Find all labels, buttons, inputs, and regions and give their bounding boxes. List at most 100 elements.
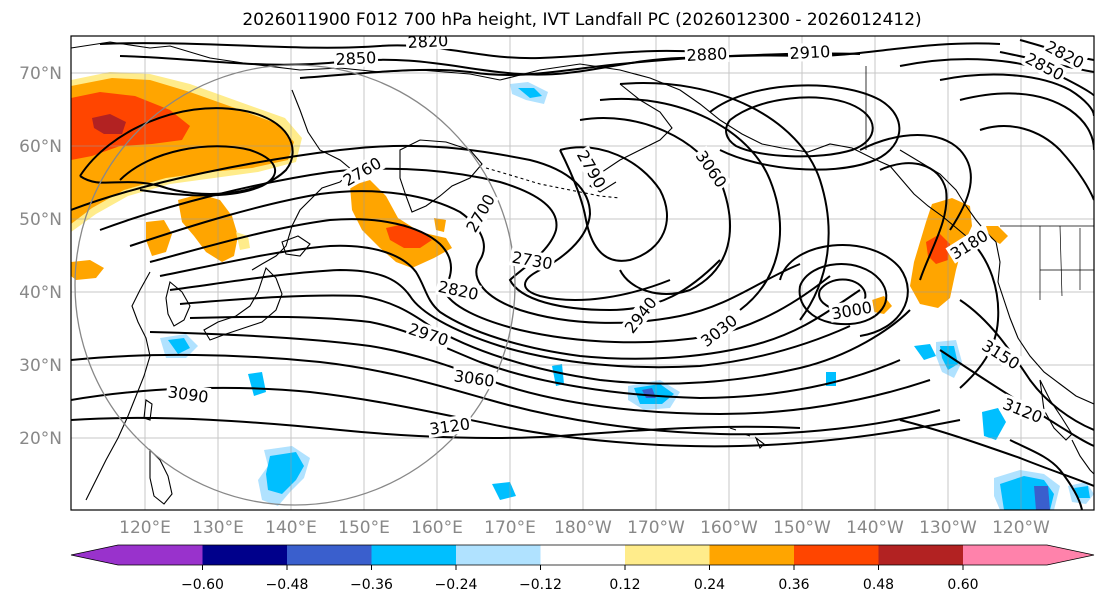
colorbar-segment [371, 545, 456, 565]
colorbar-tick-label: −0.36 [350, 577, 393, 593]
lat-label: 70°N [19, 64, 62, 84]
ivt-area-subtropical [872, 296, 892, 314]
lon-label: 130°E [192, 518, 244, 538]
colorbar-segment [709, 545, 794, 565]
height-contour [129, 190, 801, 324]
coastline-kamchatka [399, 139, 483, 213]
map-frame [70, 35, 1095, 511]
height-contour [959, 92, 1094, 151]
height-contour [559, 146, 668, 262]
ivt-area-landfall [926, 234, 950, 264]
lon-label: 180°W [554, 518, 612, 538]
height-contour [149, 331, 931, 416]
map-panel: 2820 2850 2880 2910 2820 2850 2760 2700 … [70, 31, 1095, 511]
colorbar-segment [456, 545, 541, 565]
lon-label: 170°W [627, 518, 685, 538]
colorbar-tick-label: −0.12 [519, 577, 562, 593]
colorbar-tick-label: 0.12 [609, 577, 640, 593]
ivt-area-kuril [386, 224, 432, 248]
ivt-area-okhotsk [178, 194, 238, 262]
ivt-area-negative [982, 408, 1006, 440]
colorbar-extend-high [1047, 545, 1094, 565]
lon-label: 140°W [846, 518, 904, 538]
height-contour [779, 244, 909, 337]
ivt-area-negative [266, 452, 304, 494]
colorbar: −0.60 −0.48 −0.36 −0.24 −0.12 0.12 0.24 … [70, 544, 1095, 593]
colorbar-outline [70, 544, 1095, 566]
height-contour [879, 162, 948, 281]
height-contour [979, 125, 1094, 201]
coastline-korea [165, 281, 191, 327]
colorbar-segment [202, 545, 287, 565]
colorbar-segment [287, 545, 372, 565]
colorbar-tick-label: 0.48 [863, 577, 894, 593]
height-contour [79, 107, 294, 195]
lat-label: 50°N [19, 210, 62, 230]
ivt-area-negative [552, 364, 564, 386]
ivt-area-negative [1034, 486, 1050, 510]
height-contour [159, 244, 861, 360]
lon-label: 140°E [265, 518, 317, 538]
lon-label: 130°W [919, 518, 977, 538]
coastline-alaska [499, 63, 967, 237]
ivt-area-siberia [92, 114, 126, 134]
height-contour [119, 145, 277, 197]
height-contours [71, 39, 1094, 510]
colorbar-segment [794, 545, 879, 565]
colorbar-tick-label: −0.24 [435, 577, 478, 593]
contour-label: 2880 [686, 44, 728, 65]
ivt-area-negative [1074, 486, 1090, 498]
height-contour [299, 42, 1001, 79]
colorbar-segment [540, 545, 625, 565]
lon-label: 160°E [411, 518, 463, 538]
colorbar-segment [963, 545, 1047, 565]
colorbar-ticks [202, 565, 964, 570]
coastline-philippines [149, 448, 173, 505]
colorbar-extend-low [71, 545, 118, 565]
longitude-labels: 120°E 130°E 140°E 150°E 160°E 170°E 180°… [119, 518, 1050, 538]
lat-label: 40°N [19, 283, 62, 303]
height-contour [71, 386, 961, 448]
coastline-taiwan [143, 399, 153, 421]
lat-label: 60°N [19, 137, 62, 157]
height-contour [71, 416, 801, 439]
height-contour [959, 299, 1094, 431]
height-contour [579, 117, 731, 295]
ivt-area-negative [518, 88, 542, 98]
height-contour [859, 134, 972, 231]
height-contour [619, 82, 830, 321]
ivt-area-negative [914, 344, 936, 360]
figure-title: 2026011900 F012 700 hPa height, IVT Land… [242, 10, 921, 30]
height-contour [179, 294, 911, 385]
latitude-labels: 70°N 60°N 50°N 40°N 30°N 20°N [19, 64, 62, 449]
height-contour [959, 239, 1000, 389]
colorbar-tick-label: 0.60 [947, 577, 978, 593]
coastline-wus [995, 241, 1094, 405]
coastline-aleutians [485, 167, 621, 199]
height-contour [939, 73, 1094, 117]
height-contour [725, 96, 874, 158]
contour-label: 2850 [335, 48, 377, 69]
lon-label: 170°E [484, 518, 536, 538]
height-contour [1009, 439, 1083, 510]
colorbar-tick-label: 0.24 [694, 577, 725, 593]
height-contour [599, 98, 781, 311]
contour-label: 2820 [407, 31, 449, 52]
height-contour [71, 144, 671, 301]
lat-label: 30°N [19, 356, 62, 376]
height-contour [169, 268, 851, 369]
height-contour [709, 84, 901, 171]
lat-label: 20°N [19, 429, 62, 449]
lon-label: 120°E [119, 518, 171, 538]
height-contour [71, 353, 941, 436]
colorbar-segment [625, 545, 710, 565]
ivt-area-landfall [986, 226, 1008, 244]
contour-label: 2910 [789, 42, 831, 63]
colorbar-tick-label: 0.36 [778, 577, 809, 593]
height-contour [798, 263, 888, 326]
coastline-mexico [1071, 439, 1094, 475]
coastline-china [85, 271, 151, 501]
lon-label: 160°W [700, 518, 758, 538]
border-states [1039, 225, 1094, 300]
